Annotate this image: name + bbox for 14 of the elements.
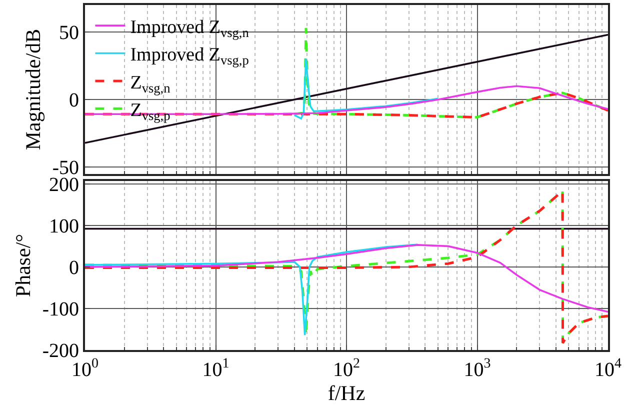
x-tick-label: 10$^{4}$: [594, 356, 622, 381]
y-tick-label: -100: [42, 298, 79, 320]
y-tick-label: 100: [49, 215, 79, 238]
x-tick-label: 10$^{1}$: [202, 356, 230, 381]
y-tick-label: 50: [59, 22, 79, 44]
x-tick-label: 10$^{3}$: [464, 356, 491, 381]
y-axis-title: Phase/°: [10, 234, 35, 298]
y-tick-label: 0: [69, 90, 79, 112]
x-tick-label: 10$^{2}$: [333, 356, 360, 381]
y-tick-label: 200: [49, 174, 79, 196]
x-axis-title: f/Hz: [328, 381, 366, 405]
y-tick-label: 0: [69, 256, 79, 279]
legend-label: Z$_{vsg,n}$: [130, 72, 171, 96]
y-axis-title: Magnitude/dB: [20, 28, 45, 150]
